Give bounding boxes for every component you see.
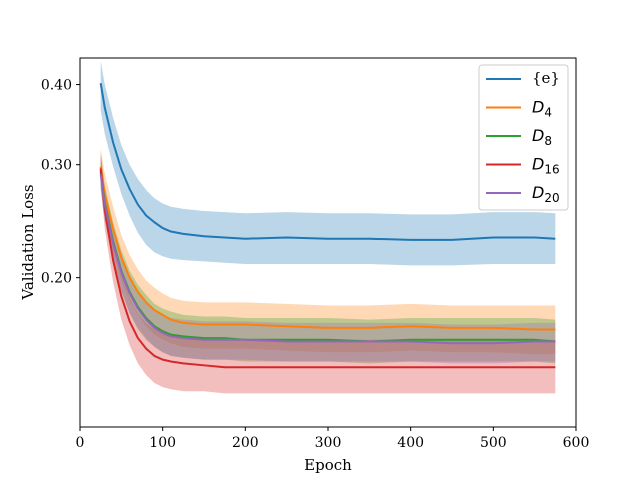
- y-tick-label: 0.20: [41, 271, 72, 287]
- x-tick-label: 400: [397, 435, 424, 451]
- y-tick-label: 0.30: [41, 158, 72, 174]
- legend-label: D20: [532, 183, 560, 205]
- series-lines: [99, 82, 556, 369]
- band-d16: [100, 151, 556, 394]
- legend-label: D4: [532, 98, 552, 120]
- x-tick-label: 100: [149, 435, 176, 451]
- legend-entry: {e}: [486, 69, 560, 87]
- x-axis-ticks: 0 100 200 300 400 500 600: [76, 427, 590, 451]
- y-axis-label: Validation Loss: [19, 184, 37, 300]
- legend-entry: D16: [486, 155, 560, 177]
- legend-label: {e}: [532, 69, 560, 87]
- line-e: [99, 82, 556, 241]
- line-d4: [99, 166, 556, 331]
- line-d20: [99, 174, 556, 345]
- band-e: [100, 61, 556, 266]
- x-tick-label: 300: [315, 435, 342, 451]
- legend-label: D8: [532, 126, 552, 148]
- legend-box: [478, 64, 569, 211]
- legend-entry: D8: [486, 126, 552, 148]
- x-tick-label: 0: [76, 435, 85, 451]
- y-tick-label: 0.40: [41, 78, 72, 94]
- line-d16: [99, 168, 556, 369]
- legend-label: D16: [532, 155, 560, 177]
- x-tick-label: 500: [480, 435, 507, 451]
- band-d4: [100, 148, 556, 355]
- x-tick-label: 200: [232, 435, 259, 451]
- legend-entry: D20: [486, 183, 560, 205]
- legend: {e} D4 D8 D16 D20: [478, 64, 569, 211]
- x-axis-label: Epoch: [304, 456, 352, 474]
- x-tick-label: 600: [563, 435, 590, 451]
- legend-entry: D4: [486, 98, 552, 120]
- y-axis-ticks: 0.20 0.30 0.40: [41, 78, 80, 287]
